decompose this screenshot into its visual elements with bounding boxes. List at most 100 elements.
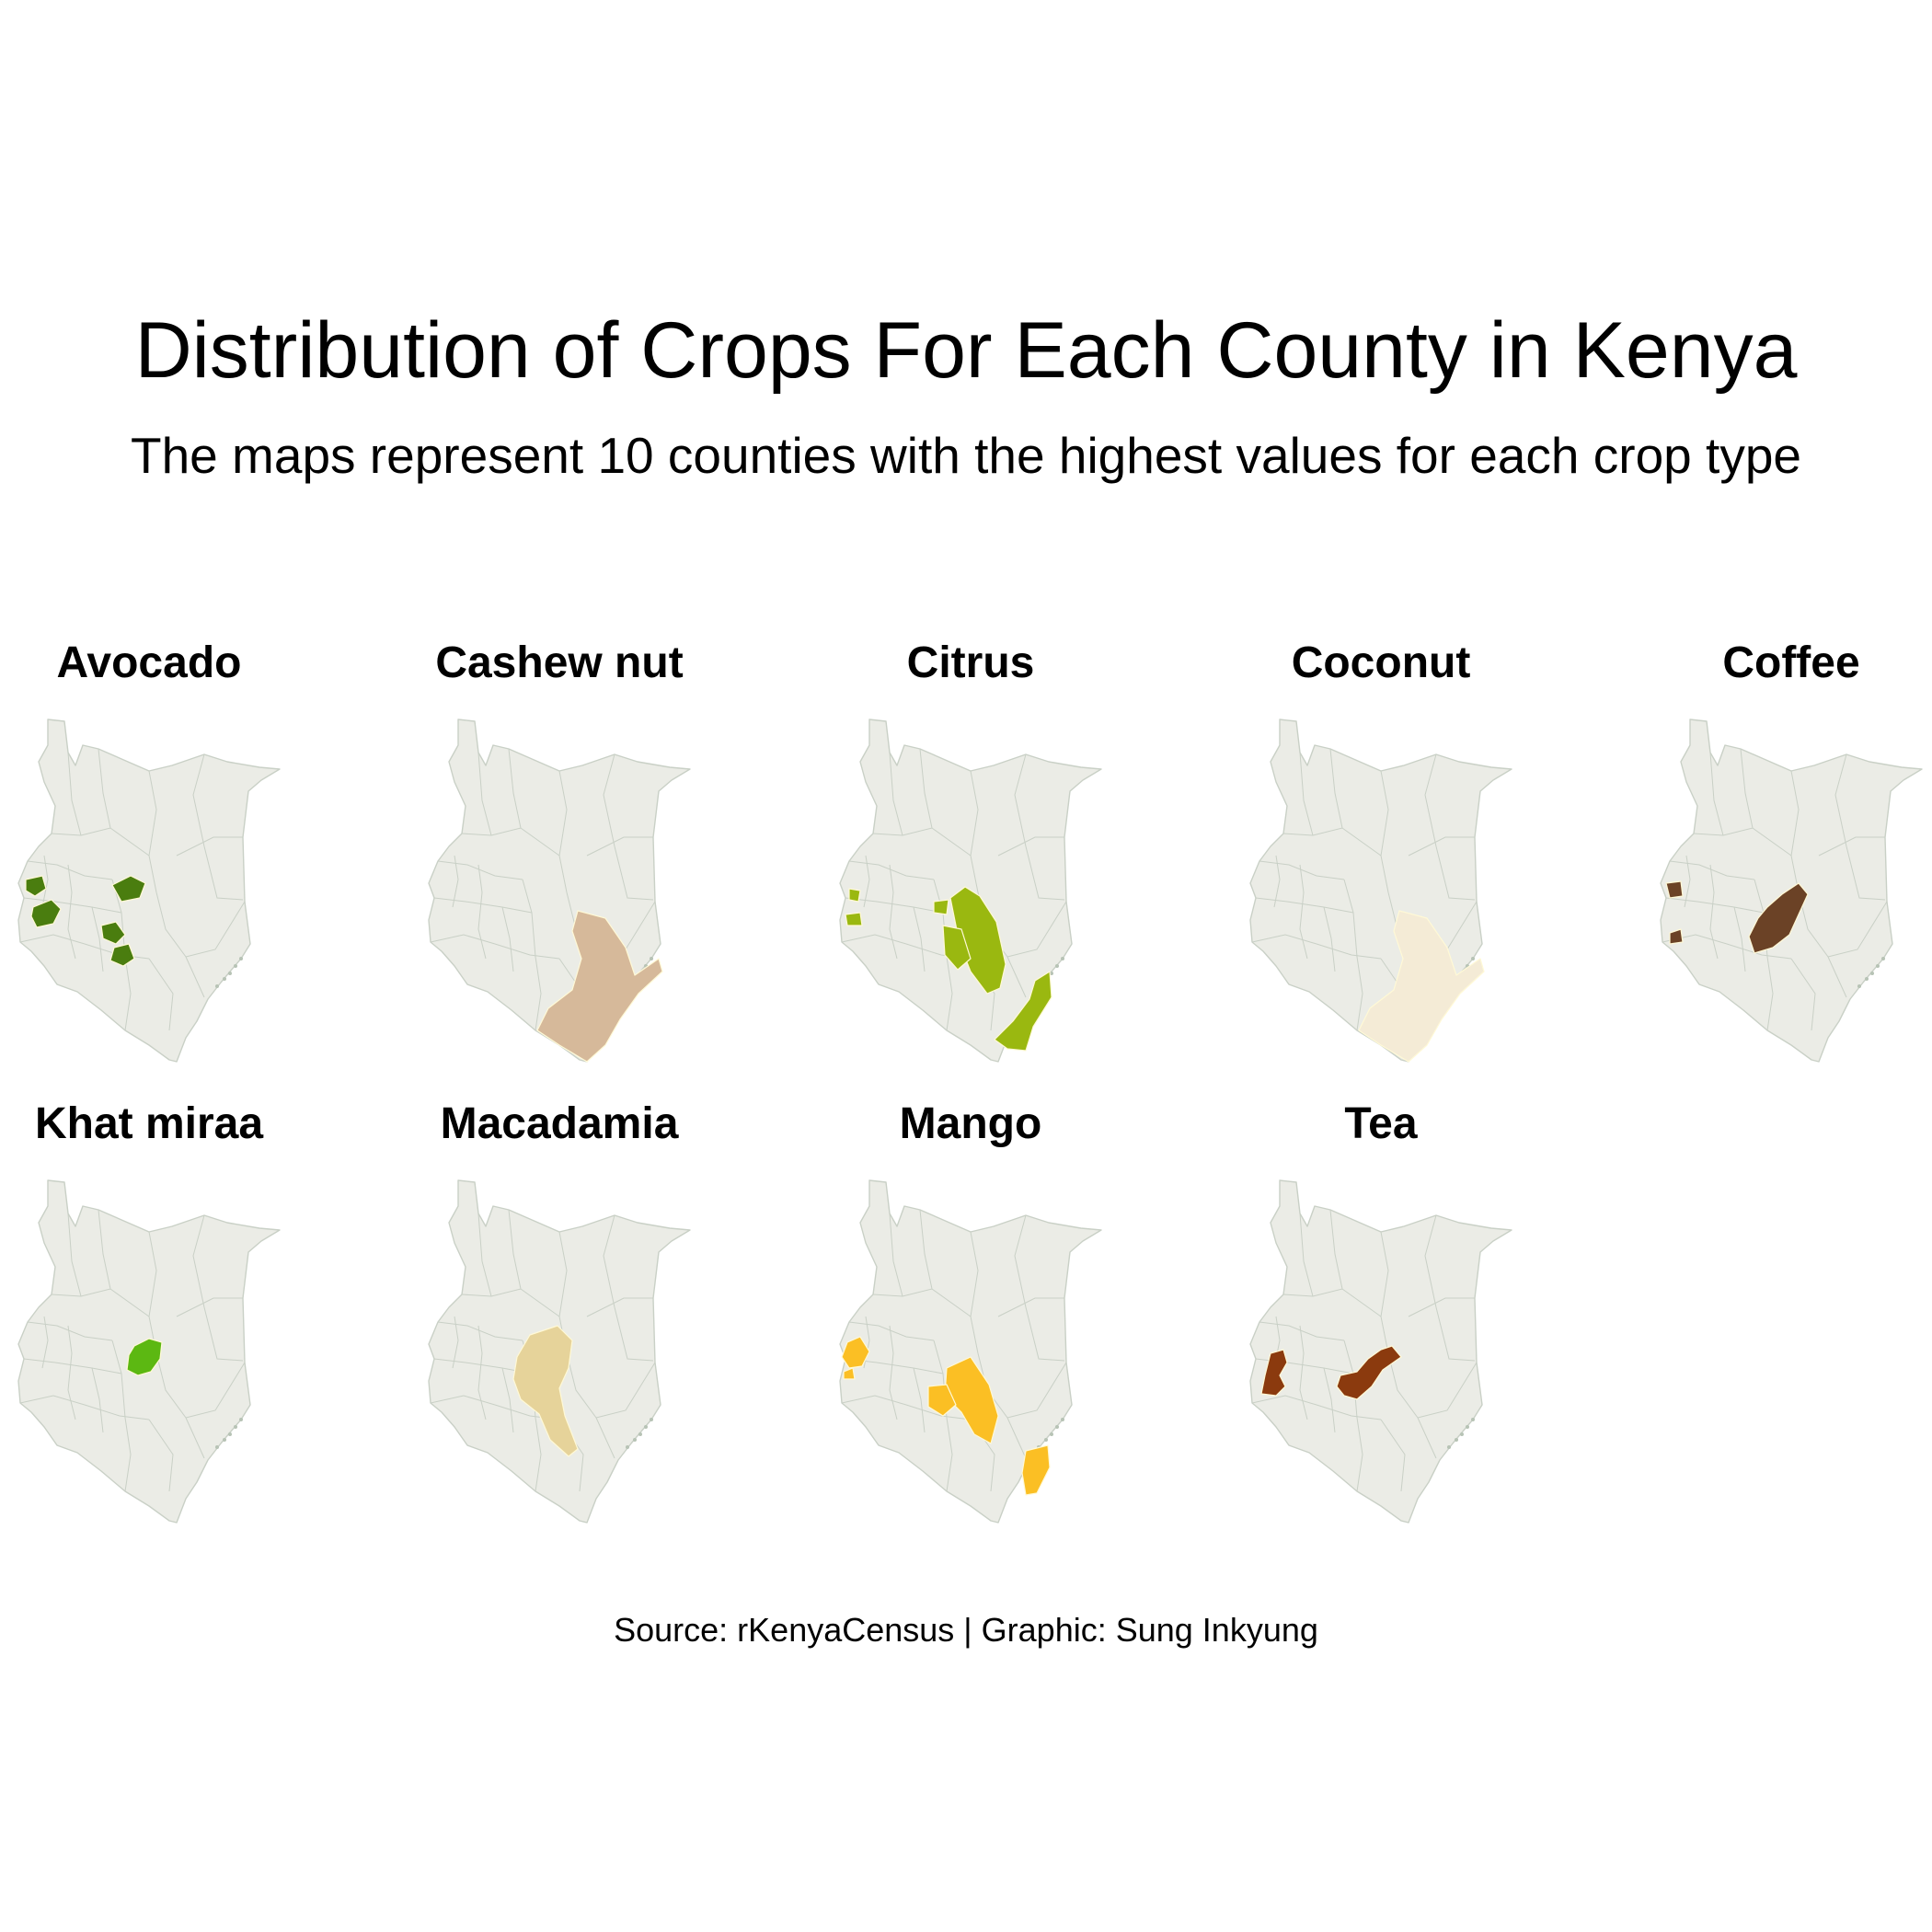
top-county-region (1748, 882, 1809, 954)
county-border (848, 1321, 935, 1341)
coast-island (1447, 1445, 1451, 1449)
panel-title-avocado: Avocado (56, 638, 242, 687)
county-border (1299, 1213, 1314, 1297)
top-county-region (942, 925, 972, 971)
county-border (1282, 827, 1382, 857)
county-border (1323, 1367, 1336, 1433)
county-border (566, 1352, 615, 1459)
chart-title: Distribution of Crops For Each County in… (134, 306, 1798, 395)
coast-island (650, 957, 653, 960)
county-border (889, 752, 903, 836)
county-border (1424, 753, 1476, 901)
county-border (148, 1419, 174, 1492)
county-border (185, 1362, 246, 1419)
county-border (501, 906, 514, 972)
coast-island (644, 1425, 648, 1429)
county-border (41, 1316, 49, 1369)
county-border (1665, 897, 1765, 914)
coast-island (1460, 1432, 1464, 1436)
county-border (1790, 958, 1816, 1031)
county-border (1329, 1209, 1343, 1290)
county-border (603, 753, 654, 901)
coast-island (228, 1432, 232, 1436)
county-border (1754, 879, 1774, 1031)
county-border (1329, 748, 1343, 829)
panel-title-coconut: Coconut (1291, 638, 1471, 687)
county-border (1323, 906, 1336, 972)
kenya-map-citrus (839, 719, 1102, 1063)
county-border (1343, 879, 1363, 1031)
county-border (913, 1367, 926, 1433)
county-border (508, 748, 522, 829)
chart-subtitle: The maps represent 10 counties with the … (130, 427, 1802, 484)
kenya-map-coffee (1660, 719, 1923, 1063)
county-border (1818, 836, 1885, 857)
county-border (1417, 1362, 1478, 1419)
county-border (1006, 901, 1067, 958)
kenya-map-coconut (1249, 719, 1512, 1063)
top-county-region (100, 921, 126, 945)
county-border (1259, 1321, 1345, 1341)
county-border (67, 1325, 76, 1420)
top-county-region (30, 899, 62, 928)
top-county-region (25, 875, 47, 897)
top-county-region (933, 899, 949, 915)
county-border (1684, 855, 1691, 908)
top-county-region (111, 875, 146, 903)
top-county-region (512, 1325, 579, 1457)
county-border (155, 891, 205, 998)
county-border (461, 1288, 560, 1317)
county-border (91, 1367, 104, 1433)
coast-island (228, 972, 232, 975)
top-county-region (126, 1338, 163, 1376)
coast-island (1471, 1418, 1475, 1421)
county-border (111, 1340, 132, 1492)
county-border (477, 864, 487, 960)
county-border (19, 1395, 150, 1420)
county-border (863, 855, 870, 908)
county-border (452, 855, 459, 908)
county-border (148, 770, 157, 893)
county-border (1255, 897, 1354, 914)
county-border (1299, 752, 1314, 836)
county-border (919, 1209, 933, 1290)
coast-island (1857, 984, 1861, 988)
panel-title-tea: Tea (1344, 1099, 1418, 1148)
county-border (1251, 934, 1382, 960)
county-border (889, 1213, 903, 1297)
county-border (919, 748, 933, 829)
county-border (1408, 1297, 1475, 1317)
county-border (437, 1321, 523, 1341)
county-border (1014, 1214, 1065, 1362)
county-border (889, 864, 898, 960)
county-border (23, 897, 122, 914)
coast-island (1055, 964, 1059, 968)
top-county-region (1665, 880, 1684, 899)
county-border (27, 1321, 113, 1341)
county-border (185, 901, 246, 958)
kenya-map-mango (839, 1179, 1102, 1524)
county-border (997, 1297, 1064, 1317)
county-border (1380, 1419, 1406, 1492)
coast-island (215, 984, 219, 988)
county-border (461, 827, 560, 857)
county-border (1299, 1325, 1308, 1420)
top-county-region (1669, 928, 1684, 945)
county-border (1014, 753, 1065, 901)
top-county-region (927, 1384, 957, 1417)
county-border (155, 1352, 205, 1459)
coast-island (1876, 964, 1880, 968)
county-border (477, 1325, 487, 1420)
county-border (192, 1214, 244, 1362)
source-caption: Source: rKenyaCensus | Graphic: Sung Ink… (614, 1611, 1318, 1649)
county-border (477, 752, 492, 836)
county-border (1693, 827, 1792, 857)
top-county-region (109, 943, 135, 967)
county-border (603, 1214, 654, 1362)
county-border (933, 1340, 953, 1492)
top-county-region (1358, 910, 1485, 1063)
county-border (841, 1395, 972, 1420)
panel-title-coffee: Coffee (1722, 638, 1860, 687)
county-border (1299, 864, 1308, 960)
county-border (67, 1213, 82, 1297)
